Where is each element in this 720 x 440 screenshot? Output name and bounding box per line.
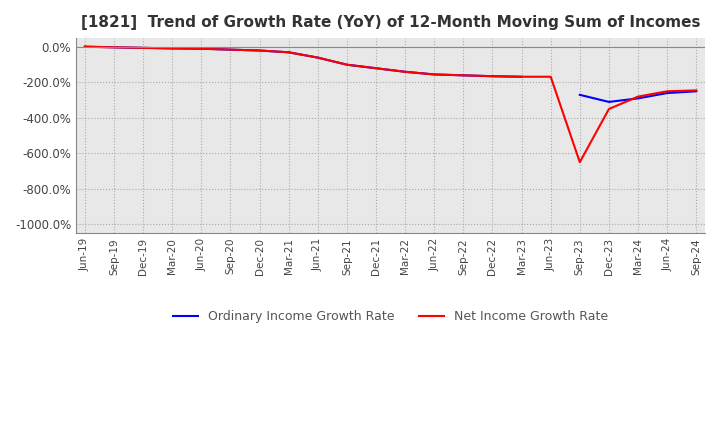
- Ordinary Income Growth Rate: [634, 96, 642, 101]
- Net Income Growth Rate: [226, 47, 235, 52]
- Net Income Growth Rate: [313, 55, 322, 60]
- Net Income Growth Rate: [109, 45, 118, 50]
- Net Income Growth Rate: [692, 88, 701, 93]
- Net Income Growth Rate: [81, 44, 89, 49]
- Ordinary Income Growth Rate: [313, 55, 322, 60]
- Ordinary Income Growth Rate: [81, 44, 89, 49]
- Net Income Growth Rate: [284, 50, 293, 55]
- Ordinary Income Growth Rate: [226, 47, 235, 52]
- Net Income Growth Rate: [459, 73, 468, 78]
- Ordinary Income Growth Rate: [255, 48, 264, 53]
- Ordinary Income Growth Rate: [692, 88, 701, 94]
- Title: [1821]  Trend of Growth Rate (YoY) of 12-Month Moving Sum of Incomes: [1821] Trend of Growth Rate (YoY) of 12-…: [81, 15, 701, 30]
- Ordinary Income Growth Rate: [605, 99, 613, 105]
- Ordinary Income Growth Rate: [517, 74, 526, 79]
- Net Income Growth Rate: [401, 69, 410, 74]
- Net Income Growth Rate: [663, 88, 672, 94]
- Line: Ordinary Income Growth Rate: Ordinary Income Growth Rate: [85, 47, 696, 102]
- Line: Net Income Growth Rate: Net Income Growth Rate: [85, 47, 696, 162]
- Net Income Growth Rate: [255, 48, 264, 53]
- Ordinary Income Growth Rate: [197, 46, 206, 51]
- Net Income Growth Rate: [575, 160, 584, 165]
- Net Income Growth Rate: [605, 106, 613, 112]
- Net Income Growth Rate: [546, 74, 555, 79]
- Net Income Growth Rate: [488, 73, 497, 79]
- Ordinary Income Growth Rate: [575, 92, 584, 98]
- Ordinary Income Growth Rate: [663, 90, 672, 95]
- Ordinary Income Growth Rate: [372, 66, 380, 71]
- Ordinary Income Growth Rate: [284, 50, 293, 55]
- Net Income Growth Rate: [634, 94, 642, 99]
- Ordinary Income Growth Rate: [109, 45, 118, 50]
- Ordinary Income Growth Rate: [168, 46, 176, 51]
- Net Income Growth Rate: [430, 72, 438, 77]
- Ordinary Income Growth Rate: [343, 62, 351, 67]
- Net Income Growth Rate: [139, 45, 148, 51]
- Net Income Growth Rate: [197, 46, 206, 51]
- Ordinary Income Growth Rate: [488, 73, 497, 79]
- Net Income Growth Rate: [517, 74, 526, 79]
- Net Income Growth Rate: [168, 46, 176, 51]
- Ordinary Income Growth Rate: [430, 72, 438, 77]
- Legend: Ordinary Income Growth Rate, Net Income Growth Rate: Ordinary Income Growth Rate, Net Income …: [168, 305, 613, 328]
- Net Income Growth Rate: [343, 62, 351, 67]
- Net Income Growth Rate: [372, 66, 380, 71]
- Ordinary Income Growth Rate: [139, 45, 148, 51]
- Ordinary Income Growth Rate: [401, 69, 410, 74]
- Ordinary Income Growth Rate: [459, 73, 468, 78]
